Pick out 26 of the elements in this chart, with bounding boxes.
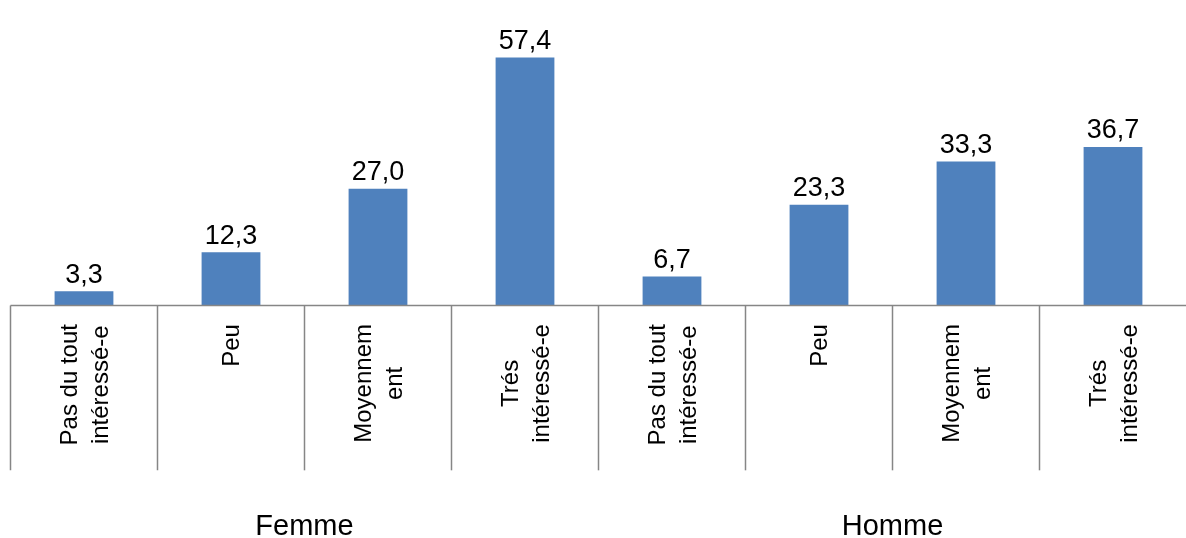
x-tick-label: Trés intéressé-e: [496, 324, 554, 443]
bar: [201, 252, 261, 306]
x-tick-label: Moyennem ent: [349, 324, 407, 443]
data-label: 57,4: [498, 25, 552, 56]
bar: [54, 291, 114, 306]
bar: [642, 276, 702, 306]
bar: [789, 204, 849, 306]
text: Femme: [255, 508, 354, 538]
x-tick-label: Peu: [217, 324, 245, 367]
data-label: 36,7: [1086, 114, 1140, 145]
bar: [495, 57, 555, 306]
x-tick-label: Moyennem ent: [937, 324, 995, 443]
bar: [936, 161, 996, 306]
data-label: 12,3: [204, 219, 258, 250]
data-label: 27,0: [351, 156, 405, 187]
x-tick-label: Peu: [805, 324, 833, 367]
bar: [1083, 146, 1143, 306]
data-label: 33,3: [939, 129, 993, 160]
x-tick-label: Trés intéressé-e: [1084, 324, 1142, 443]
data-label: 23,3: [792, 172, 846, 203]
data-label: 6,7: [653, 244, 691, 275]
bar: [348, 188, 408, 306]
x-tick-label: Pas du tout intéressé-e: [643, 323, 701, 446]
x-tick-label: Pas du tout intéressé-e: [55, 323, 113, 446]
text: Homme: [841, 508, 944, 538]
data-label: 3,3: [65, 258, 103, 289]
